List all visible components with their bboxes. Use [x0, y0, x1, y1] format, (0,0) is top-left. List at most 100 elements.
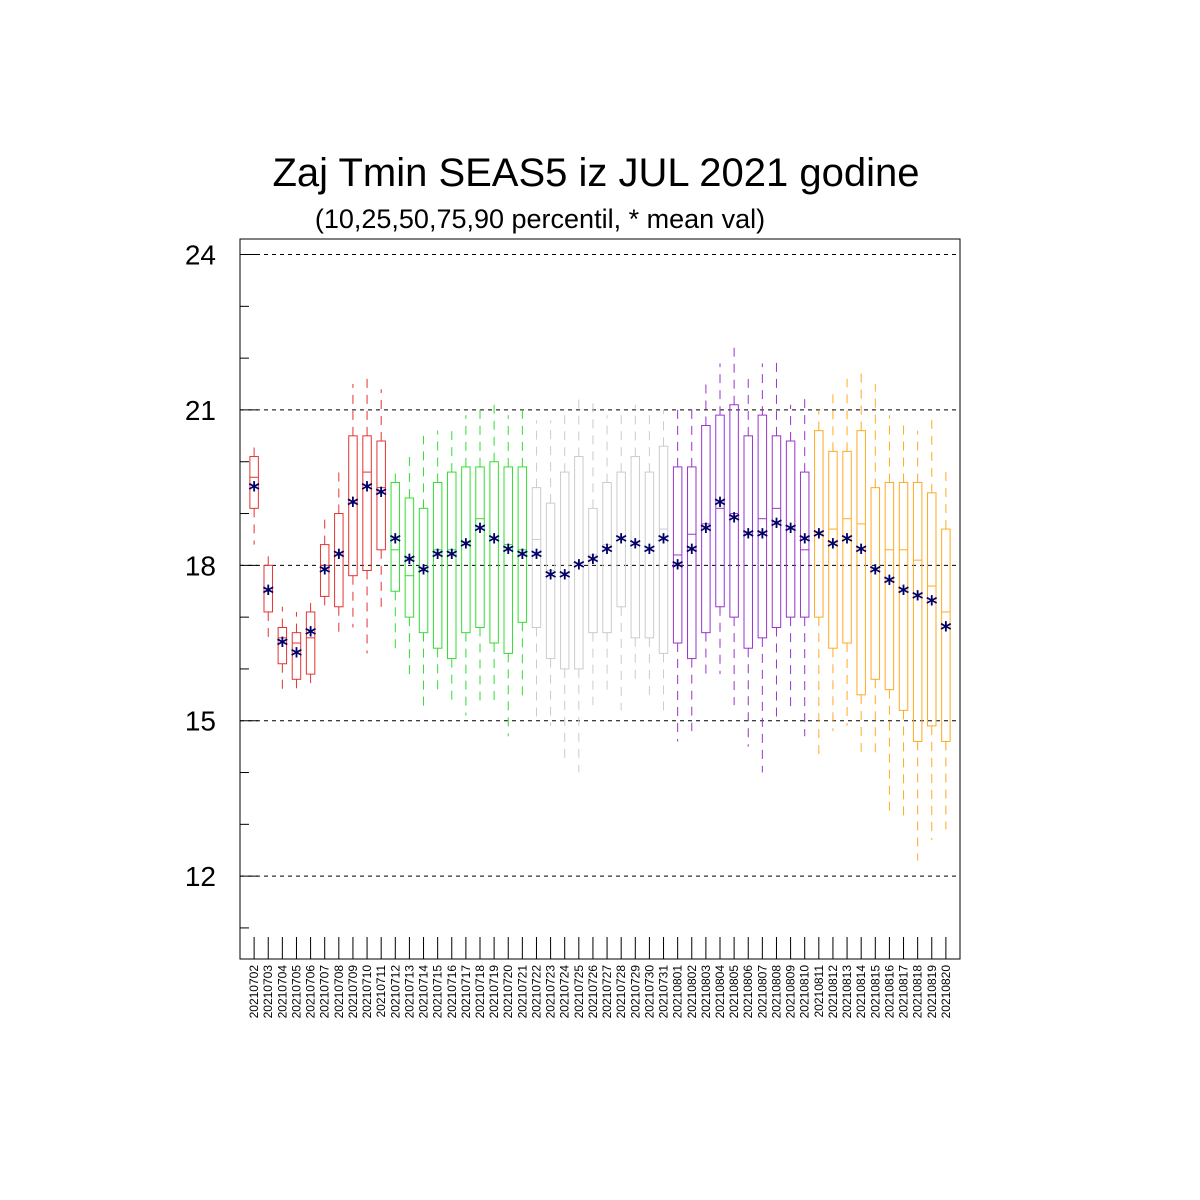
- box-body-20210731: [658, 445, 669, 654]
- x-axis: 20210702 20210703 20210704 20210705 20210706…: [247, 937, 953, 1018]
- box-body-20210820: [941, 528, 951, 742]
- mean-marker-20210816: *: [884, 572, 896, 597]
- mean-marker-20210805: *: [728, 510, 740, 535]
- box-body-20210815: [870, 487, 881, 680]
- box-20210724: [559, 415, 570, 763]
- x-tick-label-20210817: 20210817: [897, 965, 911, 1019]
- mean-marker-20210727: *: [601, 541, 613, 566]
- box-20210814: [856, 373, 866, 752]
- x-tick-label-20210708: 20210708: [332, 965, 346, 1019]
- mean-marker-20210721: *: [517, 546, 529, 571]
- x-tick-label-20210819: 20210819: [925, 965, 939, 1019]
- box-body-20210717: [461, 466, 471, 634]
- x-tick-label-20210704: 20210704: [275, 965, 289, 1019]
- mean-marker-20210724: *: [559, 567, 571, 592]
- x-tick-label-20210814: 20210814: [854, 965, 868, 1019]
- box-20210817: [898, 425, 909, 820]
- box-body-20210805: [729, 404, 739, 618]
- box-20210707: [319, 518, 330, 612]
- mean-marker-20210806: *: [742, 525, 754, 550]
- x-tick-label-20210820: 20210820: [939, 965, 953, 1019]
- mean-markers: *** ****** *** ** * ** * * * ** * * * * * * * ******* * * * *…: [248, 479, 952, 670]
- mean-marker-20210725: *: [573, 556, 585, 581]
- x-tick-label-20210730: 20210730: [642, 965, 656, 1019]
- mean-marker-20210812: *: [827, 536, 839, 561]
- x-tick-label-20210705: 20210705: [289, 965, 303, 1019]
- box-20210816: [884, 415, 895, 814]
- x-tick-label-20210715: 20210715: [431, 965, 445, 1019]
- x-tick-label-20210726: 20210726: [586, 965, 600, 1019]
- box-body-20210718: [475, 466, 485, 628]
- box-20210818: [912, 430, 923, 861]
- x-tick-label-20210725: 20210725: [572, 965, 586, 1019]
- boxes: [249, 342, 951, 861]
- box-20210819: [927, 415, 937, 840]
- x-tick-label-20210728: 20210728: [614, 965, 628, 1019]
- mean-marker-20210815: *: [870, 562, 882, 587]
- x-tick-label-20210712: 20210712: [388, 965, 402, 1019]
- x-tick-label-20210714: 20210714: [417, 965, 431, 1019]
- x-tick-label-20210706: 20210706: [304, 965, 318, 1019]
- mean-marker-20210710: *: [361, 479, 373, 504]
- x-tick-label-20210729: 20210729: [628, 965, 642, 1019]
- box-body-20210703: [263, 564, 273, 613]
- box-20210722: [531, 420, 542, 721]
- box-20210808: [771, 358, 782, 721]
- box-body-20210720: [503, 466, 513, 654]
- x-tick-label-20210718: 20210718: [473, 965, 487, 1019]
- x-tick-label-20210731: 20210731: [657, 965, 671, 1019]
- x-tick-label-20210802: 20210802: [685, 965, 699, 1019]
- x-tick-label-20210816: 20210816: [882, 965, 896, 1019]
- mean-marker-20210728: *: [615, 530, 627, 555]
- x-tick-label-20210809: 20210809: [784, 965, 798, 1019]
- box-body-20210818: [912, 481, 923, 742]
- mean-marker-20210818: *: [912, 587, 924, 612]
- box-20210731: [658, 409, 669, 711]
- box-20210716: [447, 430, 457, 701]
- box-20210729: [630, 404, 641, 680]
- x-tick-label-20210709: 20210709: [346, 965, 360, 1019]
- box-20210704: [277, 606, 288, 690]
- x-tick-label-20210711: 20210711: [374, 965, 388, 1018]
- x-tick-label-20210812: 20210812: [826, 965, 840, 1019]
- box-body-20210817: [898, 481, 909, 711]
- box-20210711: [376, 389, 386, 612]
- mean-marker-20210713: *: [404, 551, 416, 576]
- plot-frame: [239, 238, 961, 960]
- box-20210803: [701, 384, 711, 675]
- x-tick-label-20210807: 20210807: [755, 965, 769, 1019]
- x-tick-label-20210710: 20210710: [360, 965, 374, 1019]
- mean-marker-20210714: *: [418, 562, 430, 587]
- box-body-20210819: [927, 492, 937, 727]
- x-tick-label-20210724: 20210724: [558, 965, 572, 1019]
- box-body-20210723: [545, 502, 556, 660]
- box-20210718: [475, 409, 485, 706]
- box-20210720: [503, 415, 513, 737]
- box-20210705: [291, 611, 302, 695]
- x-tick-label-20210720: 20210720: [501, 965, 515, 1019]
- mean-marker-20210730: *: [644, 541, 656, 566]
- box-20210802: [687, 409, 697, 732]
- box-20210725: [574, 394, 584, 773]
- mean-marker-20210703: *: [262, 582, 274, 607]
- box-body-20210803: [701, 424, 711, 634]
- mean-marker-20210811: *: [813, 525, 825, 550]
- box-body-20210721: [517, 466, 528, 623]
- mean-marker-20210717: *: [460, 536, 472, 561]
- box-body-20210719: [489, 461, 499, 644]
- y-tick-label-12: 12: [185, 861, 216, 892]
- mean-marker-20210716: *: [446, 546, 458, 571]
- box-20210807: [757, 363, 768, 773]
- grid-lines: [240, 254, 960, 877]
- mean-marker-20210810: *: [799, 530, 811, 555]
- box-20210820: [941, 466, 951, 830]
- box-body-20210724: [559, 471, 570, 670]
- mean-marker-20210803: *: [700, 520, 712, 545]
- box-20210728: [616, 415, 626, 711]
- box-body-20210806: [743, 435, 753, 649]
- box-body-20210810: [799, 471, 810, 618]
- box-20210804: [715, 363, 725, 675]
- box-body-20210712: [390, 481, 401, 592]
- box-20210806: [743, 378, 753, 747]
- box-body-20210708: [334, 513, 344, 608]
